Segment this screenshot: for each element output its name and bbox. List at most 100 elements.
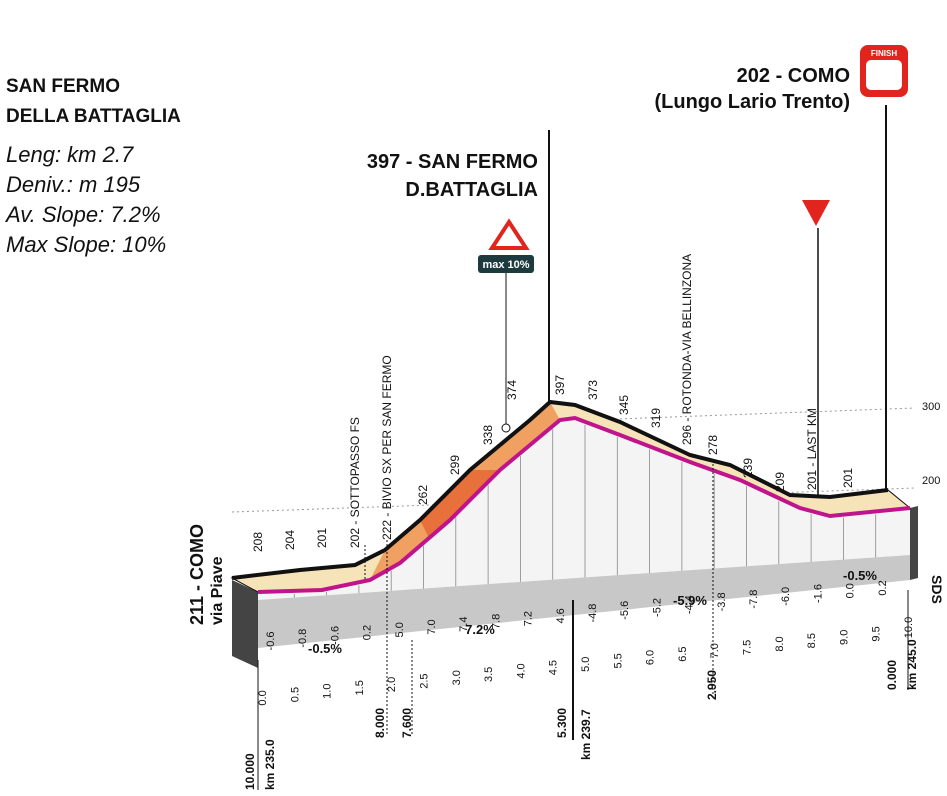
climb-stat: Deniv.: m 195 <box>6 172 141 197</box>
km-tick-label: 9.5 <box>871 626 883 641</box>
altitude-label: 278 <box>706 435 720 455</box>
altitude-label: 208 <box>251 532 265 552</box>
slope-label: -5.6 <box>619 601 631 620</box>
ref-altitude: 300 <box>922 401 940 413</box>
start-name: 211 - COMO <box>187 524 207 625</box>
altitude-label: 373 <box>586 380 600 400</box>
km-tick-label: 5.0 <box>580 657 592 672</box>
slope-label: -0.6 <box>265 631 277 650</box>
km-tick-label: 8.5 <box>806 633 818 648</box>
km-tick-label: 4.5 <box>548 660 560 675</box>
slope-label: 7.0 <box>426 619 438 634</box>
slope-band <box>258 555 910 648</box>
average-slope: -5.9% <box>673 593 707 608</box>
warning-sign <box>488 218 530 250</box>
max-point <box>501 423 511 433</box>
distance-label: 8.000 <box>373 708 387 738</box>
slope-label: -4.4 <box>684 595 696 614</box>
slope-label: -0.8 <box>297 629 309 648</box>
distance-label: km 239.7 <box>579 709 593 760</box>
distance-label: 10.000 <box>243 753 257 790</box>
km-tick-label: 4.0 <box>515 663 527 678</box>
average-slope: -0.5% <box>308 641 342 656</box>
finish-badge-inner <box>866 60 902 90</box>
distance-label: 7.600 <box>400 708 414 738</box>
slope-label: 7.2 <box>523 611 535 626</box>
slope-label: 0.2 <box>877 580 889 595</box>
finish-badge-text: FINISH <box>871 49 897 58</box>
climb-name: SAN FERMO <box>6 76 120 97</box>
altitude-label: 374 <box>505 380 519 400</box>
slope-label: -1.6 <box>812 584 824 603</box>
front-edge <box>257 415 911 594</box>
slope-label: -3.8 <box>716 592 728 611</box>
km-tick-label: 6.0 <box>645 650 657 665</box>
altitude-label: 299 <box>448 455 462 475</box>
altitude-label: 222 - BIVIO SX PER SAN FERMO <box>380 355 394 540</box>
altitude-label: 262 <box>416 485 430 505</box>
altitude-label: 209 <box>773 472 787 492</box>
slope-label: -5.2 <box>651 598 663 617</box>
altitude-label: 201 - LAST KM <box>805 408 819 490</box>
max-badge: max 10% <box>482 259 529 271</box>
slope-label: 0.0 <box>845 583 857 598</box>
climb-stat: Leng: km 2.7 <box>6 142 134 167</box>
slope-label: 5.0 <box>394 622 406 637</box>
km-tick-label: 0.0 <box>257 690 269 705</box>
climb-name: DELLA BATTAGLIA <box>6 106 181 127</box>
altitude-label: 397 <box>553 375 567 395</box>
finish-name: (Lungo Lario Trento) <box>654 91 850 113</box>
km-tick-label: 1.0 <box>322 684 334 699</box>
distance-label: 5.300 <box>555 708 569 738</box>
altitude-label: 204 <box>283 530 297 550</box>
altitude-label: 201 <box>841 468 855 488</box>
summit-name: 397 - SAN FERMO <box>367 151 538 173</box>
front-face <box>258 418 910 600</box>
altitude-label: 338 <box>481 425 495 445</box>
ref-line <box>589 407 916 421</box>
km-tick-label: 7.0 <box>709 643 721 658</box>
km-tick-label: 5.5 <box>612 653 624 668</box>
altitude-label: 202 - SOTTOPASSO FS <box>348 417 362 548</box>
distance-label: km 235.0 <box>263 739 277 790</box>
average-slope: 7.2% <box>465 622 495 637</box>
altitude-label: 319 <box>649 408 663 428</box>
climb-stat: Av. Slope: 7.2% <box>4 202 161 227</box>
km-tick-label: 7.5 <box>742 640 754 655</box>
altitude-label: 239 <box>741 458 755 478</box>
side-label: SDS <box>929 575 945 604</box>
slope-label: -6.0 <box>780 587 792 606</box>
slope-label: 0.2 <box>362 625 374 640</box>
max-badge-box <box>478 255 534 273</box>
km-tick-label: 2.0 <box>386 677 398 692</box>
distance-label: km 245.0 <box>905 639 919 690</box>
km-tick-label: 3.0 <box>451 670 463 685</box>
km-tick-label: 9.0 <box>838 630 850 645</box>
right-face <box>910 506 918 580</box>
altitude-label: 201 <box>315 528 329 548</box>
slope-label: -7.8 <box>748 590 760 609</box>
km-tick-label: 0.5 <box>289 687 301 702</box>
km-tick-label: 1.5 <box>354 680 366 695</box>
slope-label: -4.8 <box>587 604 599 623</box>
start-name: via Piave <box>209 556 226 625</box>
slope-label: 7.8 <box>490 614 502 629</box>
slope-label: -0.6 <box>329 626 341 645</box>
distance-label: 2.950 <box>705 670 719 700</box>
km-tick-label: 6.5 <box>677 646 689 661</box>
summit-name: D.BATTAGLIA <box>405 179 538 201</box>
ref-altitude: 200 <box>922 475 940 487</box>
slope-label: 4.6 <box>555 608 567 623</box>
climb-stat: Max Slope: 10% <box>6 232 166 257</box>
km-tick-label: 2.5 <box>419 673 431 688</box>
distance-label: 0.000 <box>885 660 899 690</box>
slope-label: 7.4 <box>458 617 470 632</box>
left-face <box>232 580 258 668</box>
last-km-flag <box>802 200 830 226</box>
finish-name: 202 - COMO <box>737 65 850 87</box>
average-slope: -0.5% <box>843 568 877 583</box>
altitude-label: 345 <box>617 395 631 415</box>
km-tick-label: 8.0 <box>774 636 786 651</box>
km-tick-label: 10.0 <box>903 617 915 638</box>
